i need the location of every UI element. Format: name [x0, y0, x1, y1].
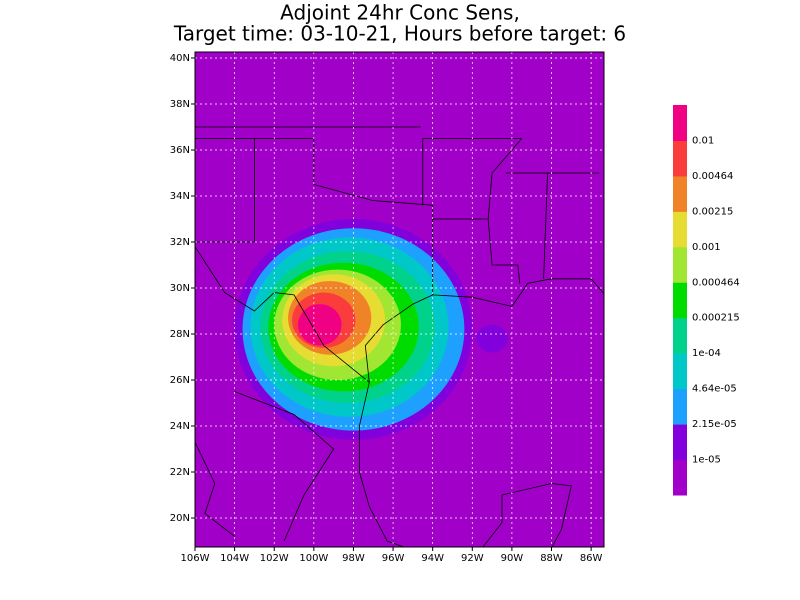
colorbar-label: 0.00215 [692, 206, 733, 217]
boundary [482, 495, 503, 547]
colorbar-label: 4.64e-05 [692, 384, 737, 395]
y-tick-label: 26N [170, 375, 190, 386]
boundary [422, 138, 522, 206]
colorbar-label: 0.000215 [692, 313, 740, 324]
contour-fill [297, 304, 342, 346]
colorbar-label: 0.00464 [692, 171, 733, 182]
colorbar-band [673, 246, 687, 283]
colorbar-label: 0.01 [692, 135, 714, 146]
colorbar-label: 0.000464 [692, 277, 740, 288]
y-tick-label: 24N [170, 421, 190, 432]
y-tick-label: 20N [170, 513, 190, 524]
x-tick-label: 102W [260, 553, 289, 564]
colorbar-label: 1e-05 [692, 455, 721, 466]
boundary [358, 382, 406, 547]
colorbar-label: 2.15e-05 [692, 419, 737, 430]
boundary [501, 483, 572, 547]
map: 106W 104W 102W 100W 98W 96W 94W 92W 90W 88W 86W 20N… [170, 51, 740, 564]
x-tick-label: 96W [382, 553, 405, 564]
map-layer [195, 52, 604, 547]
boundary [195, 441, 235, 537]
colorbar-label: 1e-04 [692, 348, 721, 359]
x-tick-label: 100W [299, 553, 328, 564]
y-tick-label: 30N [170, 283, 190, 294]
colorbar-band [673, 140, 687, 177]
colorbar-band [673, 282, 687, 319]
y-tick-label: 32N [170, 237, 190, 248]
y-tick-label: 38N [170, 99, 190, 110]
colorbar-label: 0.001 [692, 242, 721, 253]
colorbar-band [673, 175, 687, 212]
colorbar-band [673, 211, 687, 248]
colorbar-band [673, 424, 687, 461]
colorbar-band [673, 317, 687, 354]
contour-fill [476, 324, 508, 353]
chart-title: Target time: 03-10-21, Hours before targ… [173, 22, 626, 46]
boundary [234, 391, 335, 542]
colorbar-band [673, 353, 687, 390]
x-tick-label: 92W [461, 553, 484, 564]
y-tick-label: 36N [170, 145, 190, 156]
colorbar-band [673, 459, 687, 496]
boundary [432, 218, 521, 284]
y-tick-label: 28N [170, 329, 190, 340]
x-tick-label: 90W [501, 553, 524, 564]
x-tick-label: 94W [421, 553, 444, 564]
colorbar-band [673, 105, 687, 141]
x-tick-label: 104W [220, 553, 249, 564]
chart-title: Adjoint 24hr Conc Sens, [280, 1, 520, 25]
y-tick-label: 40N [170, 53, 190, 64]
x-tick-label: 98W [342, 553, 365, 564]
map-frame [194, 51, 605, 548]
y-tick-label: 22N [170, 467, 190, 478]
x-tick-label: 106W [181, 553, 210, 564]
colorbar-band [673, 388, 687, 425]
y-tick-label: 34N [170, 191, 190, 202]
x-tick-label: 88W [540, 553, 563, 564]
x-tick-label: 86W [580, 553, 603, 564]
